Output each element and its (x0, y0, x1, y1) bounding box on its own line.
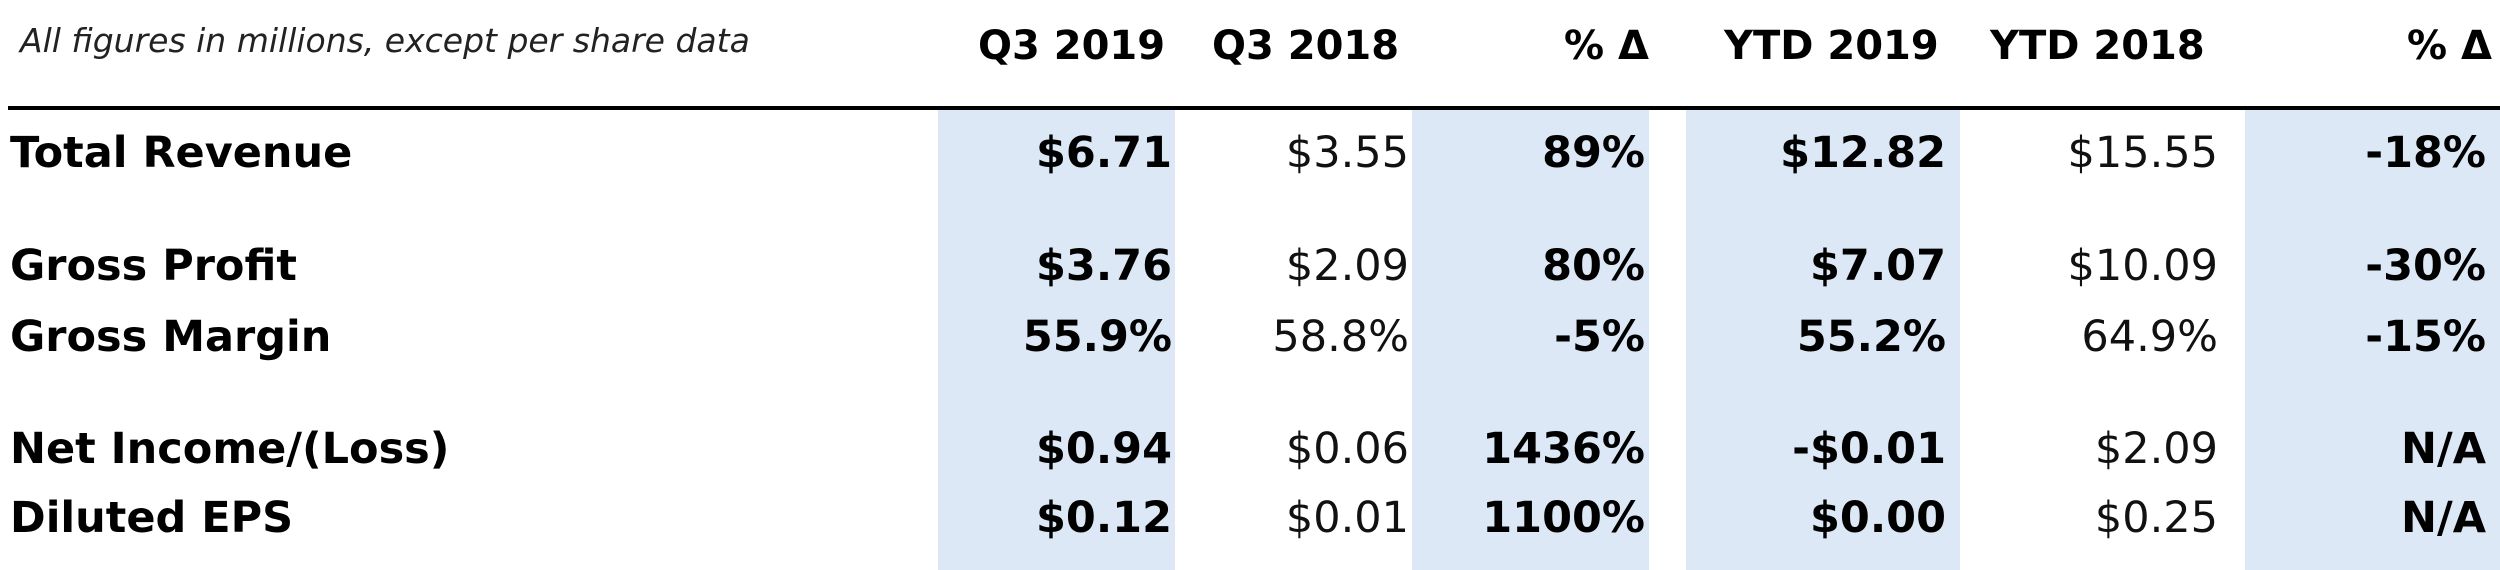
row-label-gross-margin: Gross Margin (10, 312, 332, 362)
column-highlight-ytd-2019 (1686, 110, 1960, 570)
row-label-total-revenue: Total Revenue (10, 128, 353, 178)
row-label-gross-profit: Gross Profit (10, 241, 297, 291)
value-gross-margin-pct-change-ytd: -15% (2365, 312, 2486, 362)
value-diluted-eps-ytd-2018: $0.25 (2094, 493, 2218, 543)
value-total-revenue-q3-2019: $6.71 (1035, 128, 1172, 178)
value-total-revenue-q3-2018: $3.55 (1285, 128, 1409, 178)
column-header-q3-2019: Q3 2019 (978, 23, 1166, 69)
value-net-income-q3-2018: $0.06 (1285, 424, 1409, 474)
value-diluted-eps-pct-change-ytd: N/A (2401, 493, 2486, 543)
column-header-pct-change-q3: % Δ (1564, 23, 1649, 69)
row-label-net-income-loss: Net Income/(Loss) (10, 424, 450, 474)
header-rule (8, 106, 2500, 110)
value-gross-margin-ytd-2018: 64.9% (2081, 312, 2218, 362)
column-header-ytd-2019: YTD 2019 (1724, 23, 1939, 69)
value-diluted-eps-ytd-2019: $0.00 (1809, 493, 1946, 543)
value-net-income-ytd-2018: $2.09 (2094, 424, 2218, 474)
value-net-income-ytd-2019: -$0.01 (1792, 424, 1946, 474)
column-header-ytd-2018: YTD 2018 (1990, 23, 2205, 69)
value-gross-profit-q3-2018: $2.09 (1285, 241, 1409, 291)
value-diluted-eps-q3-2019: $0.12 (1035, 493, 1172, 543)
column-highlight-pct-change-q3 (1412, 110, 1649, 570)
value-gross-margin-ytd-2019: 55.2% (1796, 312, 1946, 362)
value-gross-profit-q3-2019: $3.76 (1035, 241, 1172, 291)
column-highlight-q3-2019 (938, 110, 1175, 570)
value-gross-margin-pct-change-q3: -5% (1554, 312, 1645, 362)
value-net-income-q3-2019: $0.94 (1035, 424, 1172, 474)
value-gross-margin-q3-2018: 58.8% (1272, 312, 1409, 362)
value-total-revenue-ytd-2018: $15.55 (2067, 128, 2218, 178)
value-gross-margin-q3-2019: 55.9% (1022, 312, 1172, 362)
value-total-revenue-pct-change-ytd: -18% (2365, 128, 2486, 178)
value-gross-profit-pct-change-q3: 80% (1542, 241, 1645, 291)
column-highlight-pct-change-ytd (2245, 110, 2500, 570)
value-gross-profit-ytd-2019: $7.07 (1809, 241, 1946, 291)
row-label-diluted-eps: Diluted EPS (10, 493, 294, 543)
column-header-q3-2018: Q3 2018 (1212, 23, 1400, 69)
column-header-pct-change-ytd: % Δ (2407, 23, 2492, 69)
value-net-income-pct-change-q3: 1436% (1482, 424, 1645, 474)
value-diluted-eps-pct-change-q3: 1100% (1482, 493, 1645, 543)
value-total-revenue-pct-change-q3: 89% (1542, 128, 1645, 178)
value-gross-profit-pct-change-ytd: -30% (2365, 241, 2486, 291)
value-gross-profit-ytd-2018: $10.09 (2067, 241, 2218, 291)
value-total-revenue-ytd-2019: $12.82 (1780, 128, 1946, 178)
units-note: All figures in millions, except per shar… (20, 21, 750, 60)
value-net-income-pct-change-ytd: N/A (2401, 424, 2486, 474)
value-diluted-eps-q3-2018: $0.01 (1285, 493, 1409, 543)
